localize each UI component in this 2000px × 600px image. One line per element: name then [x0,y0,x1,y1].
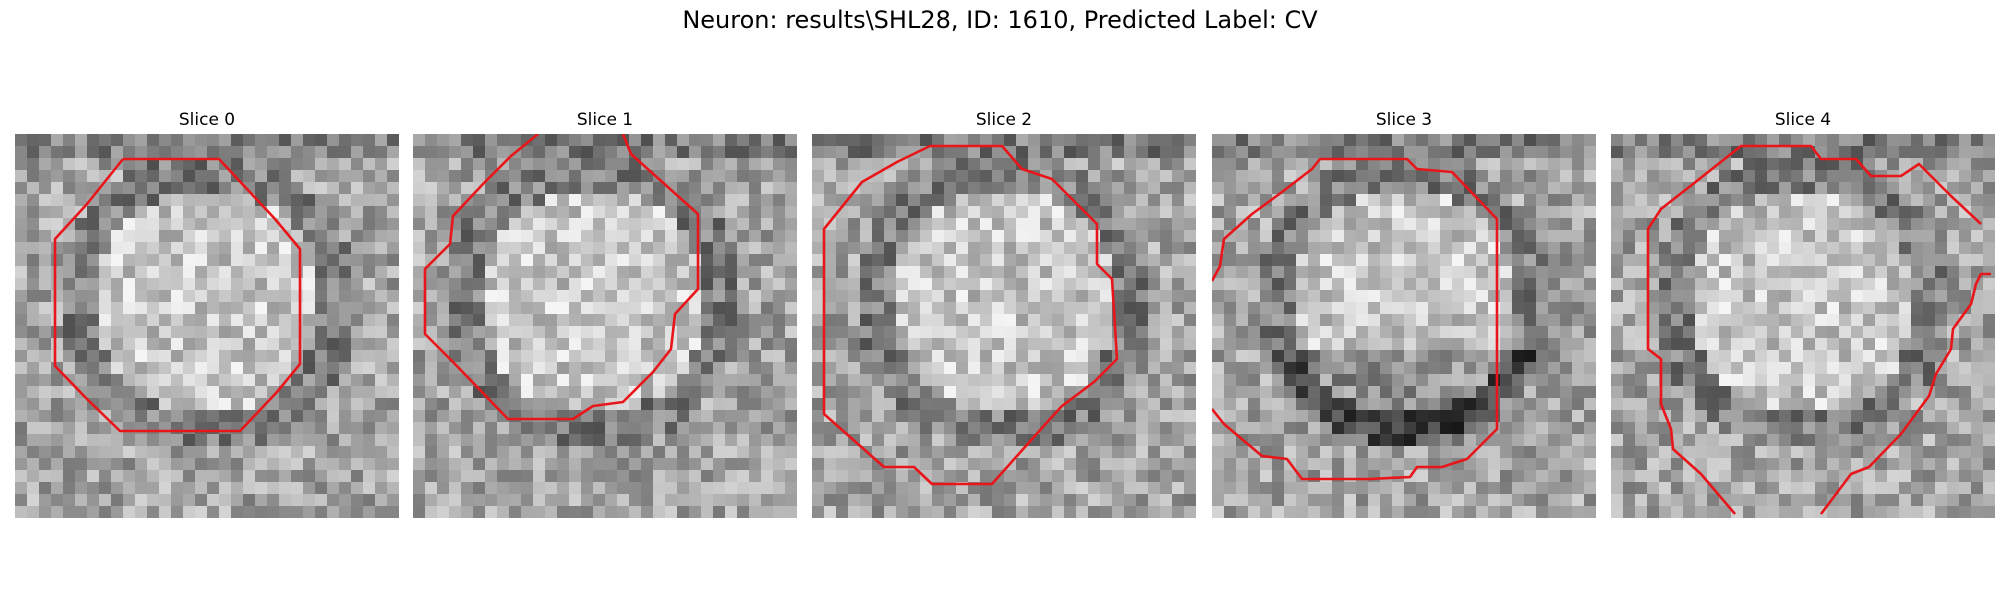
slice-title: Slice 2 [975,110,1033,130]
segmentation-contour [822,144,1119,486]
segmentation-contour [53,157,302,433]
slice-panel-1: Slice 1 [413,108,797,518]
slice-panel-0: Slice 0 [15,108,399,518]
pixel-grid [15,134,399,518]
slice-title: Slice 0 [178,110,236,130]
pixel-grid [1611,134,1995,518]
slice-title: Slice 1 [576,110,634,130]
slice-image [1212,134,1596,518]
slice-image [1611,134,1995,518]
pixel-grid [812,134,1196,518]
slice-title: Slice 4 [1774,110,1832,130]
slice-panel-2: Slice 2 [812,108,1196,518]
pixel-grid [413,134,797,518]
segmentation-contour [1212,157,1499,481]
figure-title: Neuron: results\SHL28, ID: 1610, Predict… [682,6,1318,34]
segmentation-contour [1819,272,1991,515]
slice-image [15,134,399,518]
slice-panel-4: Slice 4 [1611,108,1995,518]
pixel-grid [1212,134,1596,518]
segmentation-contour [423,134,700,421]
slice-image [413,134,797,518]
slice-title: Slice 3 [1375,110,1433,130]
slice-image [812,134,1196,518]
slice-panel-3: Slice 3 [1212,108,1596,518]
segmentation-contour [1646,144,1982,515]
